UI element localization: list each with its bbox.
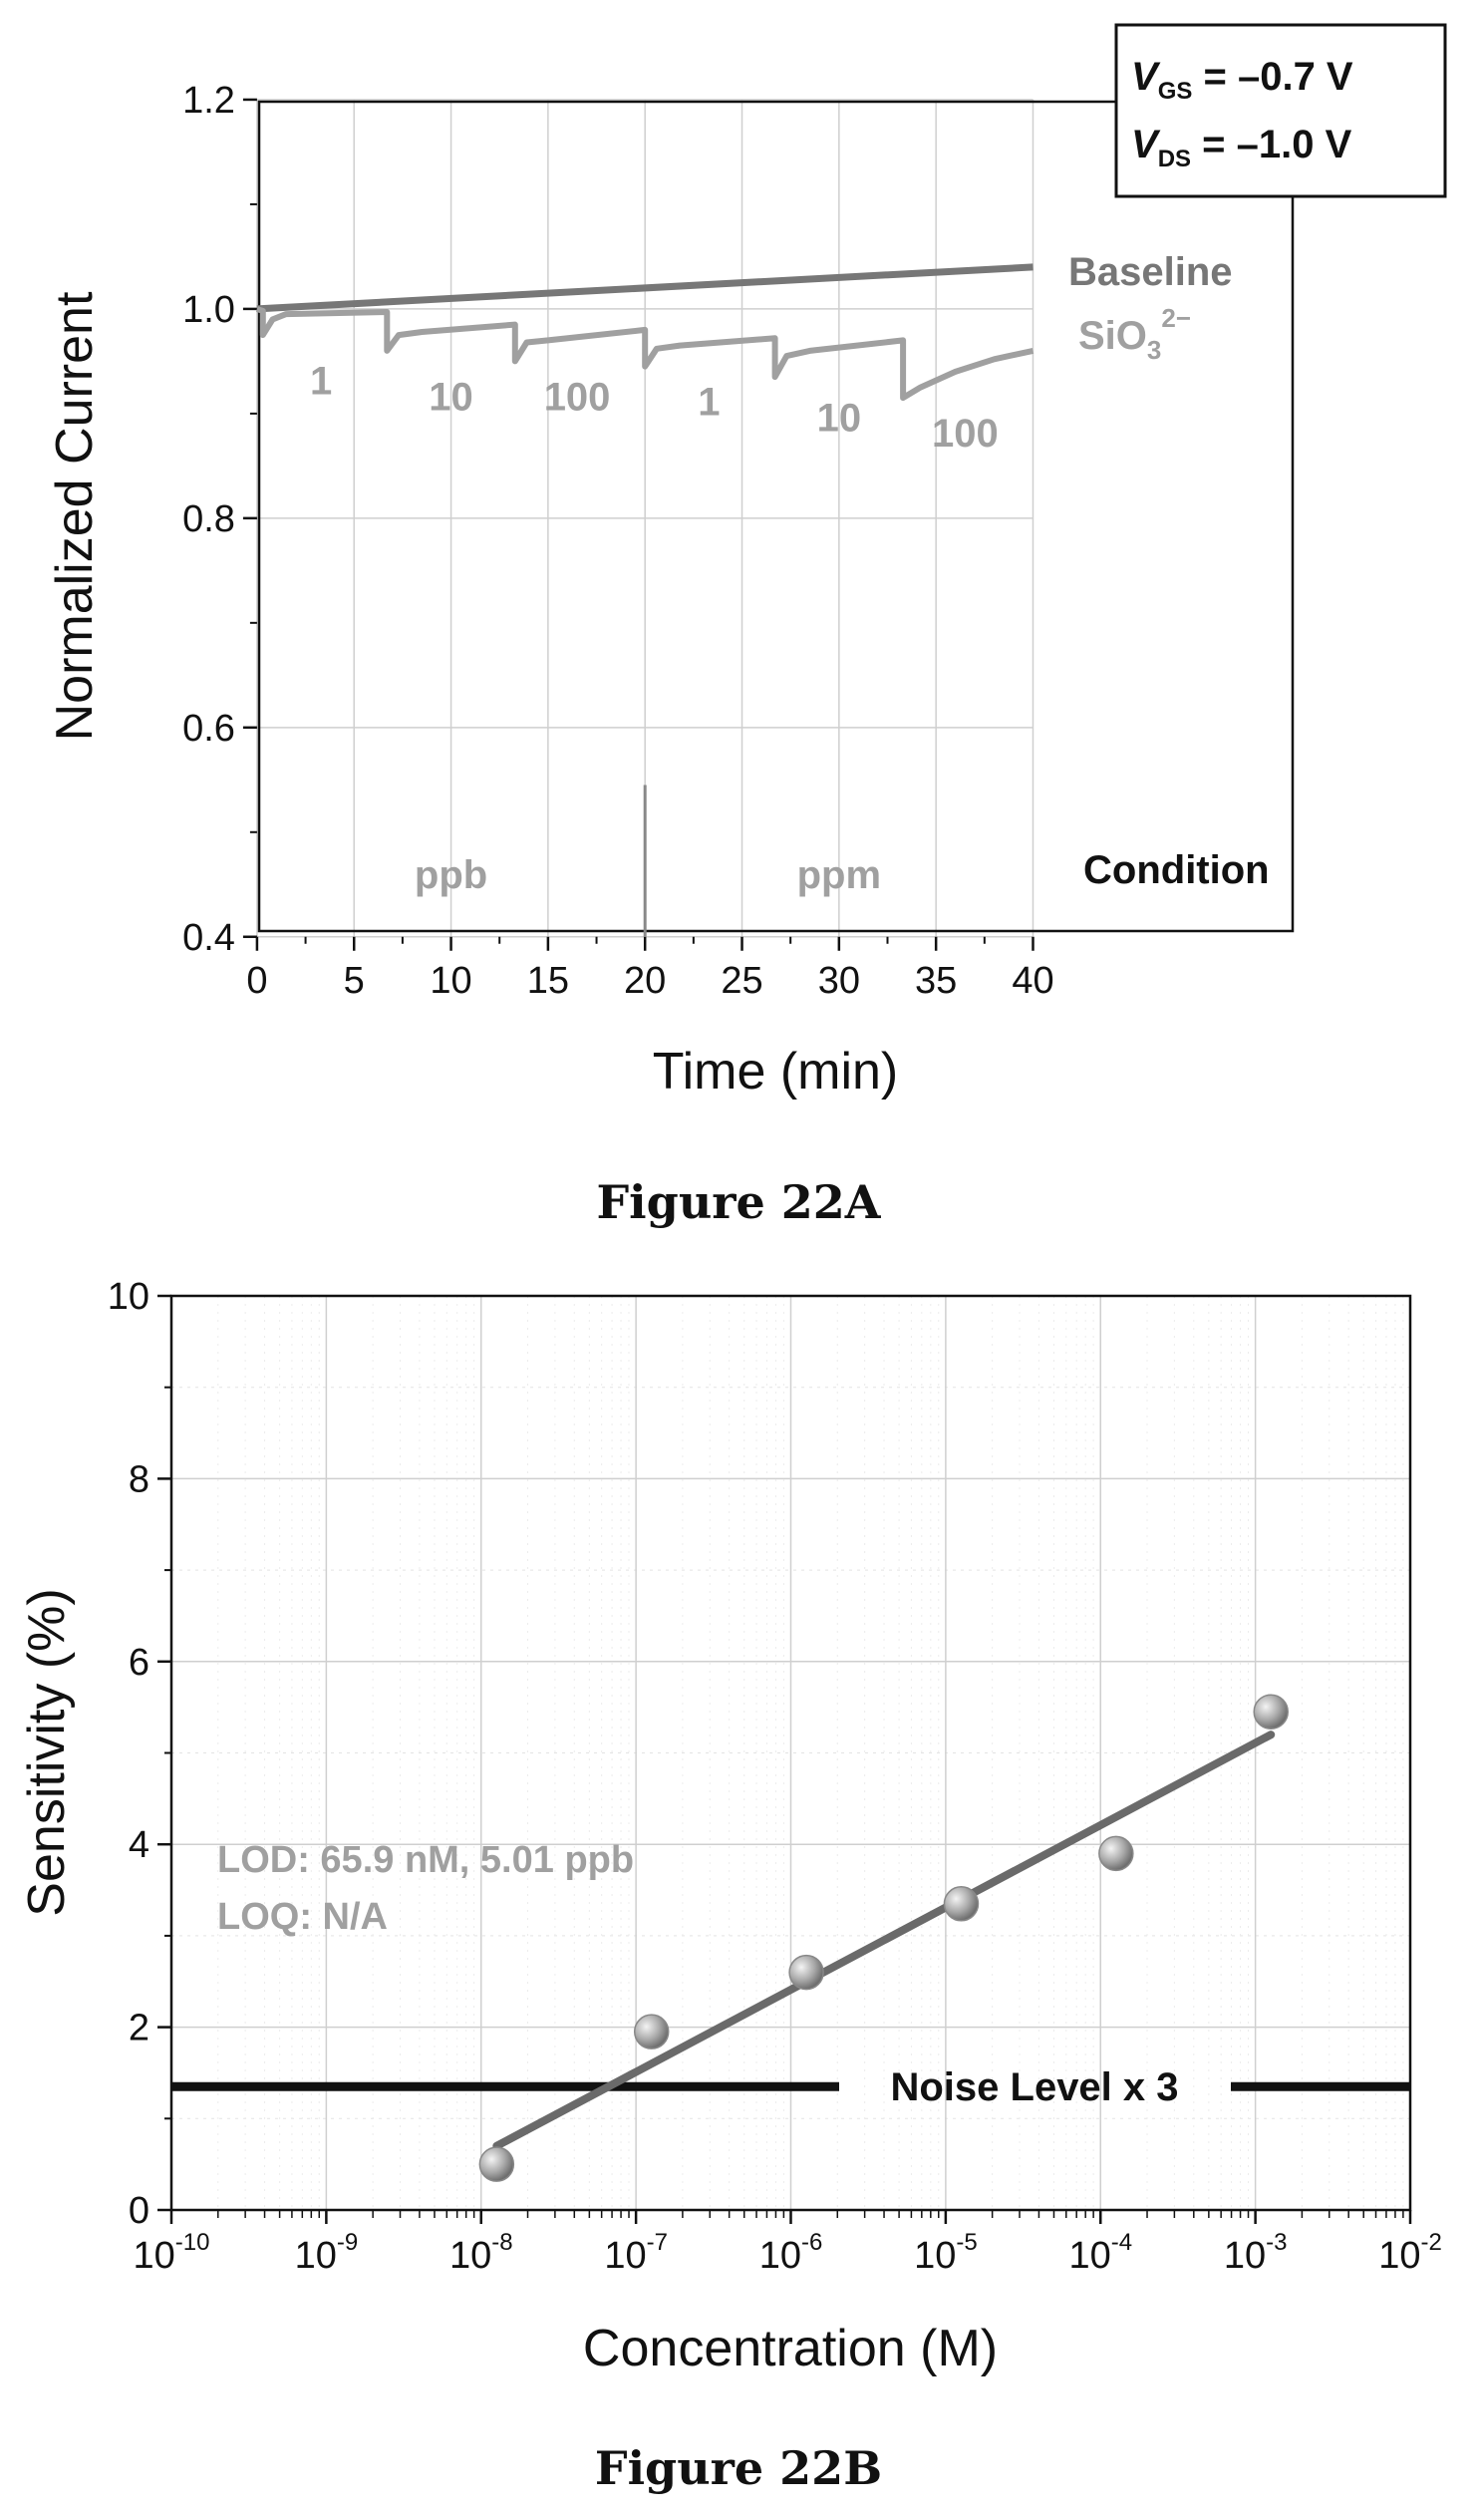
vds-subscript: DS bbox=[1158, 146, 1191, 172]
y-tick-label: 0.6 bbox=[182, 708, 235, 750]
x-tick-label: 10-4 bbox=[1068, 2229, 1132, 2277]
vgs-subscript: GS bbox=[1158, 78, 1193, 105]
y-tick-label: 1.2 bbox=[182, 80, 235, 122]
y-tick-label: 6 bbox=[129, 1642, 149, 1684]
region-label: ppm bbox=[797, 853, 881, 897]
data-point bbox=[943, 1886, 980, 1922]
x-tick-label: 10-9 bbox=[295, 2229, 359, 2277]
y-tick-label: 2 bbox=[129, 2008, 149, 2049]
vds-label: VDS = –1.0 V bbox=[1131, 123, 1352, 172]
fit-line bbox=[492, 1731, 1276, 2150]
y-tick-label: 4 bbox=[129, 1824, 149, 1866]
x-axis-title-22b: Concentration (M) bbox=[583, 2320, 998, 2377]
series-line-sio3 bbox=[255, 306, 1035, 402]
legend-sio3-superscript: 2− bbox=[1161, 303, 1191, 333]
legend-baseline: Baseline bbox=[1068, 250, 1233, 294]
legend-sio3-main: SiO bbox=[1078, 314, 1147, 358]
x-tick-label: 10 bbox=[430, 960, 471, 1002]
y-axis-title-22b: Sensitivity (%) bbox=[18, 1588, 76, 1916]
x-tick-label: 10-8 bbox=[449, 2229, 513, 2277]
concentration-label: 10 bbox=[817, 396, 862, 440]
x-tick-label: 20 bbox=[624, 960, 666, 1002]
x-tick-label: 10-10 bbox=[134, 2229, 210, 2277]
legend-sio3: SiO32− bbox=[1078, 303, 1191, 365]
series-line-baseline bbox=[256, 263, 1034, 313]
plot-frame-22a bbox=[257, 100, 1295, 933]
grid-22b bbox=[170, 1295, 1411, 2211]
vds-symbol: V bbox=[1131, 123, 1161, 166]
ticks-22a: 0.4 0.6 0.8 1.0 1.2 0 5 10 15 20 25 30 35 40 bbox=[182, 80, 1054, 1002]
x-tick-label: 5 bbox=[344, 960, 365, 1002]
series-22b: Noise Level x 3 bbox=[171, 1694, 1410, 2182]
vgs-value: = –0.7 V bbox=[1192, 55, 1353, 99]
loq-annotation: LOQ: N/A bbox=[217, 1896, 388, 1938]
x-tick-label: 10-6 bbox=[759, 2229, 823, 2277]
legend-sio3-subscript: 3 bbox=[1147, 335, 1161, 365]
ticks-22b: 0 2 4 6 8 10 10-10 10-9 10-8 10-7 10-6 10-5 10-4 10-3… bbox=[108, 1276, 1442, 2277]
chart-22a: 0.40.60.81.01.20 5 10 15 20 25 30 35 40 1 10 100 1 1… bbox=[46, 23, 1447, 1229]
x-tick-label: 25 bbox=[721, 960, 762, 1002]
vds-value: = –1.0 V bbox=[1191, 123, 1352, 166]
x-tick-label: 10-5 bbox=[914, 2229, 978, 2277]
concentration-label: 10 bbox=[429, 375, 473, 419]
concentration-label: 100 bbox=[932, 412, 999, 456]
x-axis-title-22a: Time (min) bbox=[653, 1043, 899, 1101]
noise-level-label: Noise Level x 3 bbox=[890, 2065, 1178, 2109]
x-tick-label: 0 bbox=[246, 960, 267, 1002]
condition-label: Condition bbox=[1083, 848, 1270, 892]
condition-box: VGS = –0.7 V VDS = –1.0 V bbox=[1114, 23, 1447, 198]
concentration-label: 1 bbox=[698, 381, 720, 425]
caption-22b: Figure 22B bbox=[595, 2441, 882, 2495]
data-point bbox=[1253, 1694, 1289, 1730]
vgs-label: VGS = –0.7 V bbox=[1131, 55, 1353, 105]
region-label: ppb bbox=[415, 853, 487, 897]
y-tick-label: 0 bbox=[129, 2190, 149, 2232]
y-axis-title-22a: Normalized Current bbox=[46, 291, 104, 741]
condition-box-frame bbox=[1114, 23, 1447, 198]
series-22a: 1 10 100 1 10 100 ppb ppm bbox=[255, 263, 1035, 937]
concentration-label: 1 bbox=[310, 360, 332, 404]
x-tick-label: 10-7 bbox=[604, 2229, 668, 2277]
concentration-label: 100 bbox=[544, 375, 611, 419]
caption-22a: Figure 22A bbox=[597, 1175, 882, 1229]
data-point bbox=[1098, 1835, 1134, 1872]
x-tick-label: 35 bbox=[915, 960, 957, 1002]
y-tick-label: 0.4 bbox=[182, 917, 235, 959]
x-tick-label: 40 bbox=[1012, 960, 1053, 1002]
y-tick-label: 8 bbox=[129, 1458, 149, 1500]
data-point bbox=[633, 2014, 670, 2049]
x-tick-label: 15 bbox=[527, 960, 569, 1002]
x-tick-label: 10-2 bbox=[1378, 2229, 1442, 2277]
data-point bbox=[788, 1954, 824, 1991]
y-tick-label: 0.8 bbox=[182, 498, 235, 540]
y-tick-label: 1.0 bbox=[182, 289, 235, 331]
y-tick-label: 10 bbox=[108, 1276, 149, 1318]
data-point bbox=[478, 2146, 515, 2182]
vgs-symbol: V bbox=[1131, 55, 1161, 99]
chart-22b: 0 2 4 6 8 10 10-10 10-9 10-8 10-7 10-6 10-5 10-4 10-3… bbox=[18, 1276, 1442, 2495]
lod-annotation: LOD: 65.9 nM, 5.01 ppb bbox=[217, 1839, 634, 1881]
x-tick-label: 30 bbox=[818, 960, 860, 1002]
x-tick-label: 10-3 bbox=[1224, 2229, 1288, 2277]
